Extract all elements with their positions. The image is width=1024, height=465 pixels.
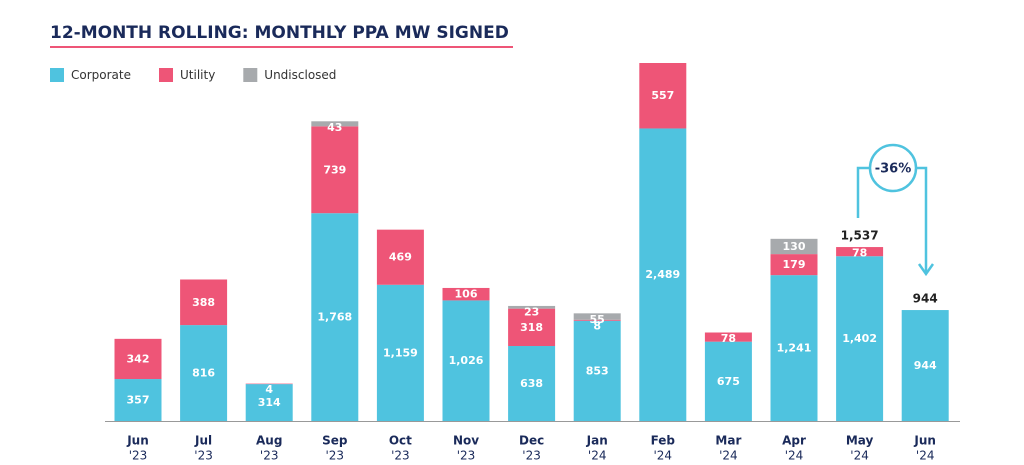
bar-segment	[508, 305, 556, 309]
x-tick-year: '23	[260, 449, 279, 463]
legend-swatch	[243, 68, 258, 82]
total-label: 944	[913, 292, 938, 306]
data-label: 342	[127, 352, 150, 365]
x-tick-label: Jul	[194, 434, 212, 448]
bar-segment	[573, 319, 621, 321]
x-tick-label: Sep	[322, 434, 348, 448]
bar-segment	[114, 338, 162, 380]
bar-segment	[508, 308, 556, 347]
bar-segment	[442, 287, 490, 301]
x-tick-label: Jun	[126, 434, 149, 448]
annotation-circle	[868, 143, 918, 193]
legend-swatch	[159, 68, 173, 82]
bar-segment	[770, 238, 818, 255]
data-label: 130	[783, 240, 806, 253]
bar-segment	[901, 310, 949, 421]
x-tick-year: '24	[654, 449, 673, 463]
x-tick-label: Dec	[519, 434, 544, 448]
bar-segment	[836, 256, 884, 421]
bar-segment	[639, 63, 687, 129]
data-label: 4	[265, 383, 273, 396]
data-label: 8	[593, 319, 601, 332]
bar-segment	[311, 121, 359, 127]
data-label: 853	[586, 364, 609, 377]
x-tick-year: '23	[194, 449, 213, 463]
x-tick-label: Jun	[913, 434, 936, 448]
data-label: 469	[389, 251, 412, 264]
data-label: 23	[524, 305, 539, 318]
data-label: 1,768	[317, 311, 352, 324]
data-label: 739	[323, 163, 346, 176]
data-label: 2,489	[645, 268, 680, 281]
bar-segment	[836, 247, 884, 257]
data-label: 1,159	[383, 346, 418, 359]
annotation-text: -36%	[875, 162, 912, 177]
x-tick-label: May	[846, 434, 874, 448]
x-tick-label: Jan	[586, 434, 608, 448]
x-tick-year: '23	[391, 449, 410, 463]
total-label: 1,537	[841, 229, 879, 243]
data-label: 43	[327, 121, 342, 134]
data-label: 638	[520, 377, 543, 390]
data-label: 1,402	[842, 332, 877, 345]
bar-segment	[573, 313, 621, 320]
x-tick-year: '24	[850, 449, 869, 463]
x-tick-year: '24	[588, 449, 607, 463]
x-tick-year: '24	[785, 449, 804, 463]
x-tick-label: Nov	[453, 434, 479, 448]
arrow-head	[917, 263, 935, 277]
chart-title: 12-MONTH ROLLING: MONTHLY PPA MW SIGNED	[50, 23, 509, 43]
bar-segment	[442, 300, 490, 421]
data-label: 106	[455, 288, 478, 301]
bar-segment	[180, 279, 228, 326]
x-tick-year: '23	[457, 449, 476, 463]
data-label: 179	[783, 258, 806, 271]
bar-segment	[704, 341, 752, 421]
data-label: 944	[914, 359, 937, 372]
bar-segment	[376, 229, 424, 285]
data-label: 357	[127, 394, 150, 407]
legend-label: Corporate	[71, 68, 131, 82]
legend-label: Utility	[180, 68, 215, 82]
x-tick-label: Feb	[651, 434, 676, 448]
x-tick-year: '23	[522, 449, 541, 463]
bar-segment	[508, 346, 556, 421]
data-label: 1,026	[449, 354, 484, 367]
bar-segment	[311, 213, 359, 421]
legend-label: Undisclosed	[264, 68, 336, 82]
x-tick-year: '23	[129, 449, 148, 463]
data-label: 78	[852, 247, 867, 260]
data-label: 318	[520, 321, 543, 334]
bar-segment	[639, 128, 687, 421]
bar-segment	[245, 384, 293, 421]
data-label: 1,241	[777, 342, 812, 355]
data-label: 675	[717, 375, 740, 388]
x-tick-label: Oct	[389, 434, 412, 448]
x-tick-year: '24	[916, 449, 935, 463]
bar-segment	[311, 126, 359, 214]
bar-segment	[573, 320, 621, 421]
data-label: 314	[258, 396, 281, 409]
legend-swatch	[50, 68, 64, 82]
bar-segment	[376, 284, 424, 421]
data-label: 78	[721, 332, 736, 345]
data-label: 388	[192, 296, 215, 309]
bar-segment	[770, 254, 818, 276]
bar-segment	[114, 379, 162, 421]
data-label: 557	[651, 89, 674, 102]
bar-segment	[770, 275, 818, 421]
change-annotation	[856, 143, 935, 277]
bar-segment	[704, 332, 752, 342]
x-tick-label: Mar	[715, 434, 741, 448]
data-label: 55	[590, 313, 605, 326]
x-tick-label: Aug	[256, 434, 282, 448]
arrow-line	[856, 166, 869, 218]
x-tick-year: '24	[719, 449, 738, 463]
data-label: 816	[192, 367, 215, 380]
x-tick-year: '23	[326, 449, 345, 463]
bar-segment	[180, 325, 228, 421]
arrow-line	[917, 166, 928, 272]
x-tick-label: Apr	[782, 434, 806, 448]
